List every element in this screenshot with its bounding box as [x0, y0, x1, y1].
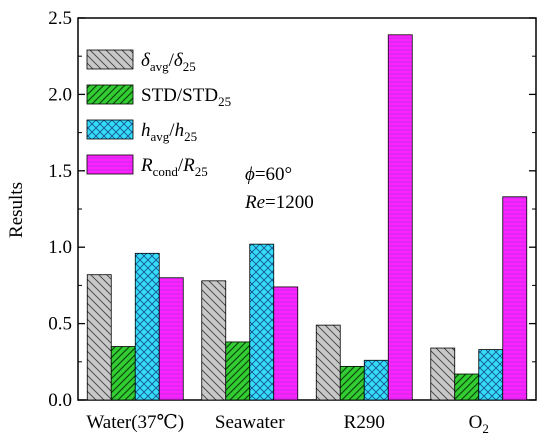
legend-label-1: δavg/δ25 [141, 50, 196, 74]
legend: δavg/δ25 STD/STD25 havg/h25 Rcond/R25 [86, 49, 231, 179]
bar-1-3 [315, 324, 341, 401]
y-tick-label: 2.0 [48, 84, 72, 105]
x-tick-label: R290 [344, 412, 385, 433]
legend-label-3: havg/h25 [141, 120, 197, 144]
x-tick-label: Seawater [215, 412, 285, 433]
y-tick-label: 0.0 [48, 390, 72, 411]
legend-swatch-2 [86, 84, 134, 105]
bar-4-3 [387, 34, 413, 401]
bar-1-1 [86, 274, 112, 401]
bar-4-2 [273, 286, 299, 401]
legend-label-4: Rcond/R25 [140, 155, 208, 179]
x-axis: Water(37℃) Seawater R290 O2 [86, 412, 489, 436]
annotations: ϕ=60° Re=1200 [244, 164, 314, 213]
bar-2-1 [110, 346, 136, 401]
y-tick-label: 1.5 [48, 161, 72, 182]
bar-3-2 [249, 243, 275, 401]
x-tick-label: Water(37℃) [86, 412, 184, 433]
y-tick-label: 0.5 [48, 314, 72, 335]
bar-1-2 [201, 280, 227, 401]
bar-2-2 [225, 341, 251, 401]
bar-1-4 [430, 347, 456, 401]
x-tick-label: O2 [469, 412, 489, 436]
legend-swatch-3 [86, 119, 134, 140]
parameter-annotation-2: Re=1200 [244, 192, 314, 213]
y-tick-label: 1.0 [48, 237, 72, 258]
bar-2-4 [454, 373, 480, 401]
parameter-annotation-1: ϕ=60° [245, 164, 292, 185]
legend-swatch-4 [86, 154, 134, 175]
bar-3-1 [134, 252, 160, 401]
bar-3-3 [363, 359, 389, 401]
y-axis: 0.0 0.5 1.0 1.5 2.0 2.5 [48, 8, 536, 411]
bar-4-4 [502, 196, 528, 401]
y-axis-label: Results [6, 182, 27, 238]
bar-2-3 [339, 365, 365, 401]
legend-label-2: STD/STD25 [141, 85, 231, 109]
bar-4-1 [158, 277, 184, 401]
bar-3-4 [478, 349, 504, 401]
legend-swatch-1 [86, 49, 134, 70]
bars-group [86, 34, 528, 401]
y-tick-label: 2.5 [48, 8, 72, 29]
